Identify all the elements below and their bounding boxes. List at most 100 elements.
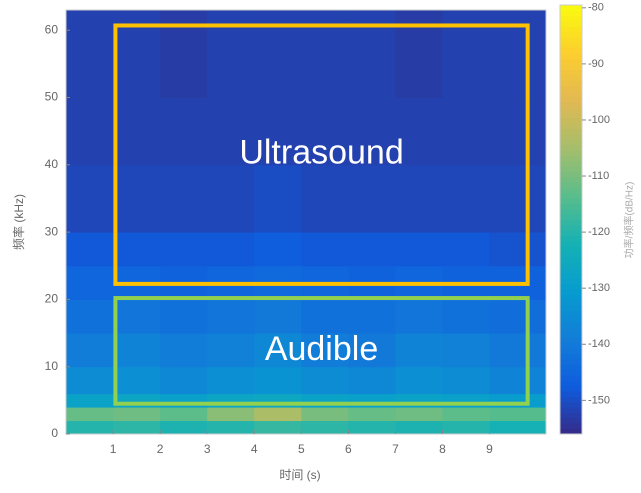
colorbar-segment	[560, 219, 582, 226]
colorbar-segment	[560, 385, 582, 392]
colorbar-segment	[560, 208, 582, 215]
colorbar-segment	[560, 74, 582, 81]
heatmap-cell	[442, 232, 491, 267]
heatmap-cell	[207, 333, 255, 368]
heatmap-cell	[160, 232, 208, 267]
colorbar-tick-label: -120	[588, 226, 610, 238]
heatmap-cell	[348, 407, 396, 422]
heatmap-cell	[113, 366, 161, 395]
colorbar-segment	[560, 80, 582, 86]
heatmap-cell	[395, 232, 443, 267]
heatmap-cell	[442, 299, 491, 334]
heatmap-cell	[160, 10, 208, 98]
heatmap-cell	[442, 407, 491, 422]
heatmap-cell	[254, 97, 302, 166]
colorbar-segment	[560, 26, 582, 33]
heatmap-cell	[442, 10, 491, 98]
colorbar-tick-label: -90	[588, 58, 604, 70]
heatmap-cell	[66, 407, 114, 422]
colorbar-tick-label: -130	[588, 282, 610, 294]
colorbar-segment	[560, 37, 582, 44]
colorbar-segment	[560, 375, 582, 381]
heatmap-cell	[489, 164, 547, 233]
annotation-box	[113, 296, 530, 406]
heatmap-cell	[254, 420, 302, 435]
heatmap-cell	[254, 333, 302, 368]
colorbar-segment	[560, 240, 582, 247]
colorbar-segment	[560, 321, 582, 328]
colorbar-segment	[560, 337, 582, 344]
colorbar-segment	[560, 262, 582, 269]
colorbar-segment	[560, 305, 582, 312]
heatmap-cell	[348, 299, 396, 334]
annotation-text: Ultrasound	[239, 134, 403, 172]
heatmap-cell	[113, 10, 161, 98]
x-tick-label: 2	[157, 442, 164, 456]
colorbar-tick-label: -110	[588, 170, 609, 182]
heatmap-cell	[66, 420, 114, 435]
heatmap-cell	[489, 10, 547, 98]
x-tick-label: 8	[439, 442, 446, 456]
heatmap-cell	[395, 164, 443, 233]
heatmap-cell	[348, 232, 396, 267]
colorbar-segment	[560, 348, 582, 355]
colorbar-segment	[560, 283, 582, 290]
colorbar-segment	[560, 171, 582, 178]
heatmap-cell	[254, 10, 302, 98]
colorbar-segment	[560, 364, 582, 371]
colorbar-segment	[560, 401, 582, 408]
colorbar-segment	[560, 380, 582, 387]
colorbar-segment	[560, 165, 582, 172]
colorbar-segment	[560, 391, 582, 397]
heatmap-cell	[348, 420, 396, 435]
colorbar-segment	[560, 310, 582, 317]
colorbar-segment	[560, 299, 582, 306]
heatmap-cell	[160, 299, 208, 334]
heatmap-cell	[254, 232, 302, 267]
heatmap-cell	[489, 333, 547, 368]
colorbar-segment	[560, 63, 582, 70]
colorbar-tick-label: -140	[588, 338, 610, 350]
colorbar-segment	[560, 251, 582, 258]
heatmap-cell	[66, 232, 114, 267]
heatmap-cell	[160, 333, 208, 368]
colorbar-segment	[560, 358, 582, 365]
colorbar-segment	[560, 369, 582, 376]
heatmap-cell	[207, 407, 255, 422]
colorbar-segment	[560, 294, 582, 301]
heatmap-cell	[395, 10, 443, 98]
heatmap-cell	[489, 420, 547, 435]
colorbar-segment	[560, 139, 582, 145]
colorbar-frame	[559, 4, 583, 435]
colorbar-segment	[560, 155, 582, 162]
heatmap-cell	[301, 407, 349, 422]
colorbar-segment	[560, 21, 582, 27]
heatmap-cell	[66, 164, 114, 233]
colorbar-segment	[560, 96, 582, 103]
heatmap-cell	[160, 407, 208, 422]
heatmap-cell	[113, 232, 161, 267]
colorbar-segment	[560, 160, 582, 167]
colorbar-segment	[560, 417, 582, 424]
heatmap-cell	[301, 299, 349, 334]
heatmap-cell	[160, 97, 208, 166]
colorbar-segment	[560, 278, 582, 285]
colorbar-segment	[560, 428, 582, 435]
colorbar-segment	[560, 273, 582, 279]
x-tick-label: 6	[345, 442, 352, 456]
colorbar-segment	[560, 267, 582, 274]
colorbar-segment	[560, 192, 582, 199]
colorbar-segment	[560, 289, 582, 296]
colorbar-segment	[560, 58, 582, 65]
colorbar-segment	[560, 122, 582, 129]
colorbar-segment	[560, 181, 582, 188]
colorbar-segment	[560, 412, 582, 419]
heatmap-cell	[207, 97, 255, 166]
heatmap-cell	[113, 299, 161, 334]
heatmap-cell	[66, 333, 114, 368]
heatmap-cell	[207, 10, 255, 98]
heatmap-cell	[301, 333, 349, 368]
y-axis-label: 频率 (kHz)	[11, 194, 26, 250]
heatmap-cell	[301, 366, 349, 395]
y-tick-label: 40	[45, 157, 59, 171]
